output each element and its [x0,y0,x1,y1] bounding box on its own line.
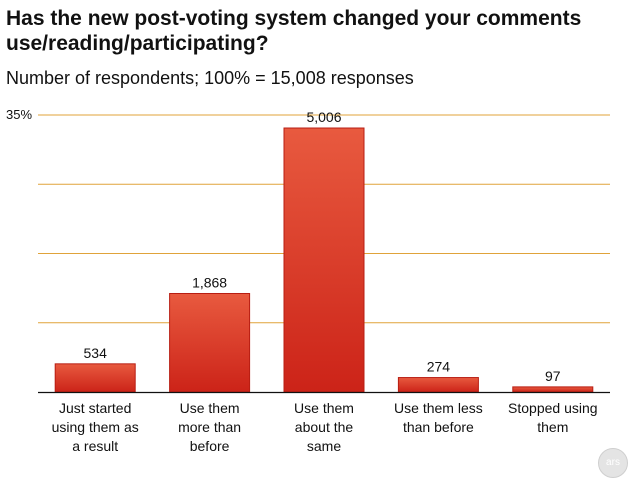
y-tick-label: 35% [6,107,32,122]
bar-value-label: 534 [84,345,108,361]
category-label: Stopped using them [508,400,598,435]
category-label: Use them less than before [394,400,483,435]
category-labels: Just started using them as a result Use the… [52,400,598,454]
y-tick-labels: 35% [6,107,32,122]
bar [54,363,136,393]
bar [169,292,251,393]
value-labels: 534 1,868 5,006 274 97 [84,109,561,384]
bar [283,127,365,393]
chart-subtitle: Number of respondents; 100% = 15,008 res… [6,68,414,88]
bars [54,127,594,393]
bar-value-label: 1,868 [192,274,227,290]
category-label: Use them about the same [294,400,354,454]
bar-value-label: 274 [427,359,451,375]
bar-value-label: 97 [545,368,561,384]
chart-title: Has the new post-voting system changed y… [6,7,582,55]
bar [397,377,479,393]
bar [512,386,594,393]
category-label: Use them more than before [178,400,241,454]
ars-logo: ars [598,448,628,478]
category-label: Just started using them as a result [52,400,139,454]
bar-value-label: 5,006 [306,109,341,125]
